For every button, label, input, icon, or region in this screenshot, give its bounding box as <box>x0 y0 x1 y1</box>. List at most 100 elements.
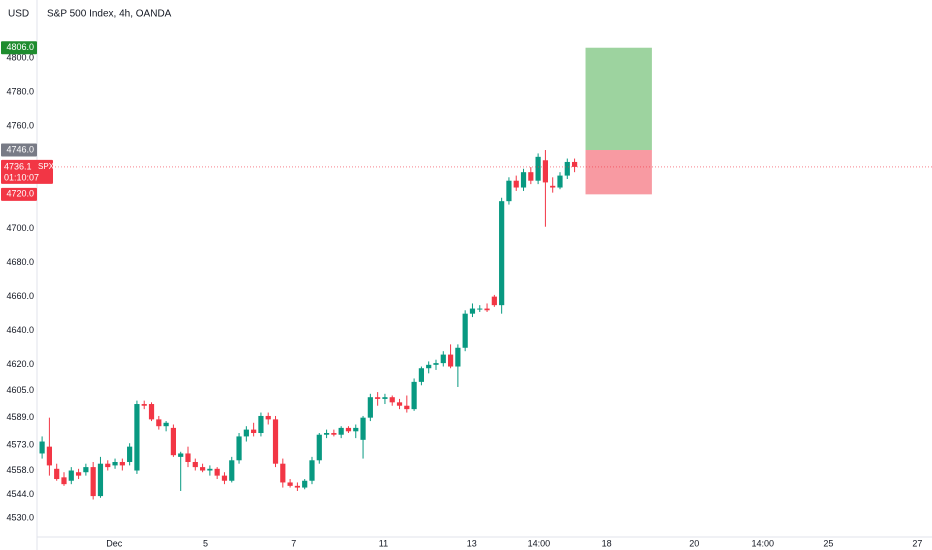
candle-body <box>499 201 505 306</box>
candle-body <box>535 156 541 181</box>
candle-body <box>75 472 82 476</box>
candle-body <box>396 402 403 406</box>
candle-body <box>148 404 155 420</box>
candle-body <box>418 368 425 382</box>
candle-body <box>54 468 60 480</box>
y-tick-label: 4800.0 <box>6 52 34 62</box>
entry-badge <box>1 143 37 157</box>
candle-body <box>141 404 147 406</box>
x-tick-label: 5 <box>203 538 208 548</box>
candle-body <box>272 419 279 464</box>
candle-body <box>258 415 264 434</box>
x-tick-label: 11 <box>379 538 388 548</box>
profit-zone <box>585 47 652 151</box>
candle-body <box>484 308 490 311</box>
candle-body <box>170 427 177 456</box>
candle-body <box>243 429 249 437</box>
candle-body <box>528 172 534 181</box>
candle-body <box>426 364 432 369</box>
y-tick-label: 4605.0 <box>6 385 34 395</box>
candle-body <box>316 434 322 461</box>
x-tick-label: 14:00 <box>752 538 775 548</box>
candle-body <box>229 460 235 481</box>
candle-body <box>39 441 45 454</box>
entry-label: 4746.0 <box>6 144 34 154</box>
candle-body <box>294 485 301 488</box>
candle-body <box>542 160 549 183</box>
candle-body <box>404 405 410 410</box>
candle-body <box>469 308 476 314</box>
y-tick-label: 4530.0 <box>6 513 34 523</box>
candle-body <box>506 180 512 202</box>
candle-body <box>375 397 381 399</box>
x-tick-label: 27 <box>912 538 922 548</box>
x-tick-label: 14:00 <box>528 538 551 548</box>
x-tick-label: 25 <box>823 538 833 548</box>
candle-body <box>367 397 373 418</box>
candle-body <box>462 313 468 348</box>
y-tick-label: 4558.0 <box>6 465 34 475</box>
candle-body <box>97 463 104 497</box>
candle-body <box>411 381 417 410</box>
candle-body <box>105 463 111 468</box>
candle-body <box>127 446 133 462</box>
candle-body <box>550 185 556 188</box>
candle-body <box>178 453 184 457</box>
y-tick-label: 4640.0 <box>6 325 34 335</box>
candle-body <box>119 461 125 466</box>
x-tick-label: Dec <box>106 538 123 548</box>
candle-body <box>338 427 344 435</box>
candle-body <box>440 354 446 364</box>
target-label: 4806.0 <box>6 42 34 52</box>
candle-body <box>156 419 162 427</box>
y-tick-label: 4544.0 <box>6 489 34 499</box>
candle-body <box>477 308 483 310</box>
candle-body <box>207 468 213 471</box>
candle-body <box>192 461 198 468</box>
candle-body <box>265 415 271 420</box>
target-badge <box>1 41 37 55</box>
candle-body <box>331 433 337 435</box>
countdown-label: 01:10:07 <box>4 172 39 182</box>
stop-label: 4720.0 <box>6 189 34 199</box>
candle-body <box>557 175 563 188</box>
candle-body <box>46 446 53 466</box>
candle-body <box>323 433 330 435</box>
loss-zone <box>585 150 652 195</box>
currency: USD <box>8 9 29 20</box>
y-tick-label: 4573.0 <box>6 439 34 449</box>
candle-body <box>353 427 359 432</box>
x-tick-label: 20 <box>689 538 699 548</box>
candle-body <box>112 461 118 466</box>
candle-body <box>564 161 570 176</box>
candle-body <box>214 468 220 476</box>
candle-body <box>455 347 461 367</box>
candle-body <box>185 453 191 462</box>
y-tick-label: 4760.0 <box>6 121 34 131</box>
last-price-badge <box>1 159 53 184</box>
y-tick-label: 4700.0 <box>6 223 34 233</box>
candle-body <box>513 180 519 188</box>
candle-body <box>302 480 308 488</box>
candle-body <box>345 427 352 432</box>
candle-body <box>433 363 439 365</box>
stop-badge <box>1 187 37 201</box>
x-tick-label: 7 <box>291 538 296 548</box>
candle-body <box>61 477 67 485</box>
candle-body <box>382 397 388 399</box>
candle-body <box>571 161 578 167</box>
candle-body <box>83 467 89 473</box>
candle-body <box>199 467 206 471</box>
y-tick-label: 4589.0 <box>6 412 34 422</box>
candle-body <box>163 422 169 427</box>
symbol-label: SPX500USD <box>38 162 84 171</box>
candle-body <box>221 475 228 481</box>
candle-body <box>236 436 242 461</box>
candle-body <box>280 463 286 483</box>
candle-body <box>389 397 395 403</box>
candle-body <box>251 429 257 434</box>
last-price-label: 4736.1 <box>4 161 32 171</box>
chart-title: S&P 500 Index, 4h, OANDA <box>47 9 172 20</box>
